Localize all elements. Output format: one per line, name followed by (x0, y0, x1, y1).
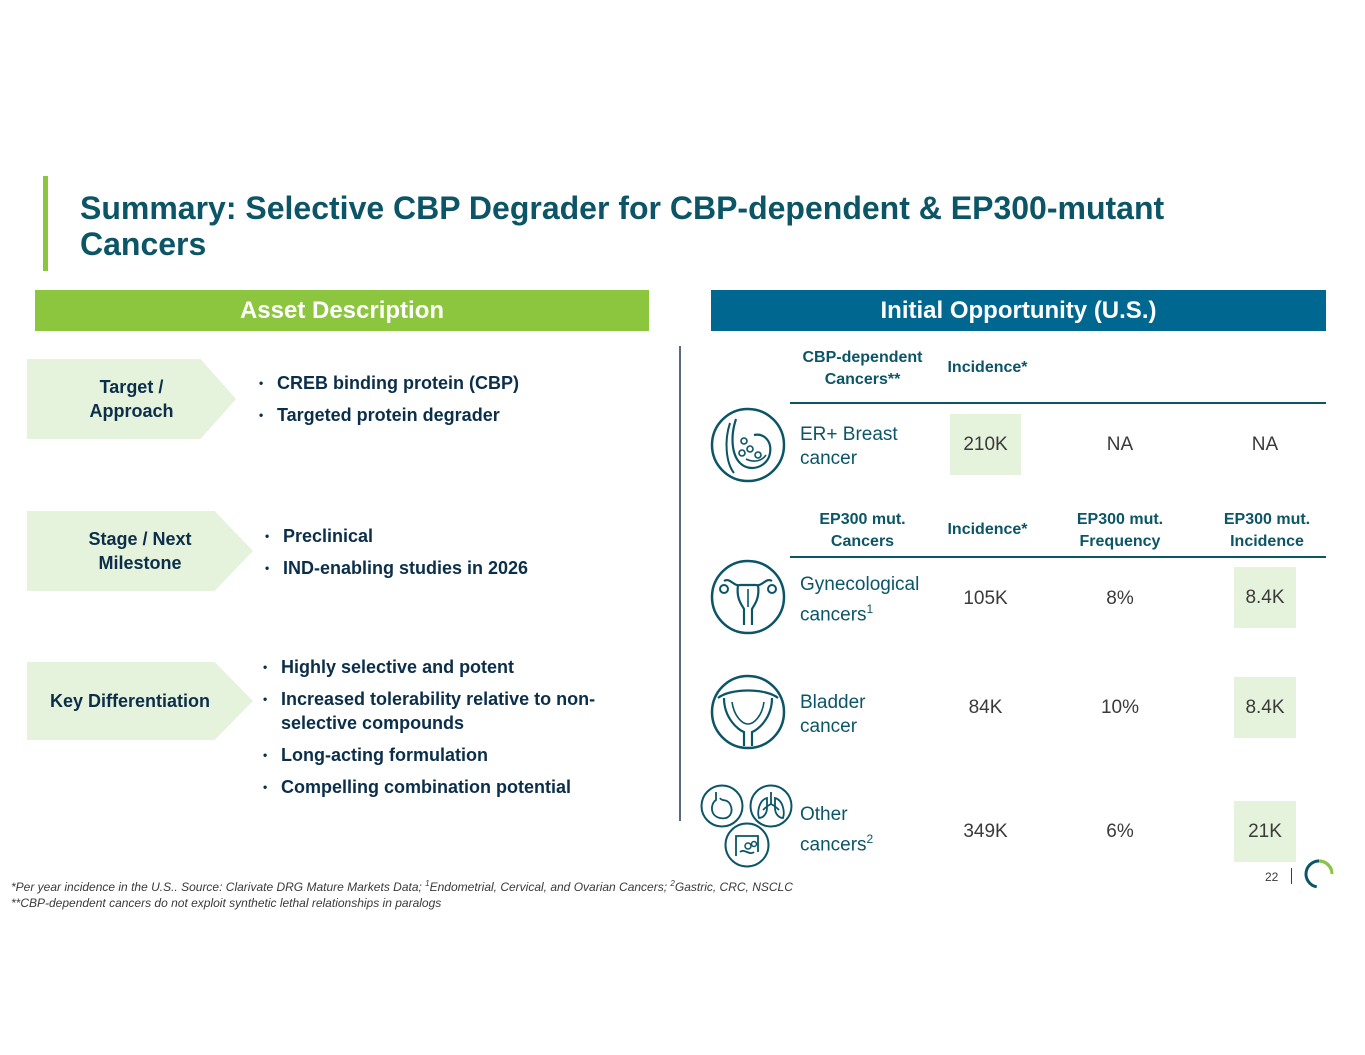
footnote-marker: 1 (866, 602, 874, 616)
other-cancers-label: Other cancers2 (800, 803, 935, 857)
footnotes: *Per year incidence in the U.S.. Source:… (11, 876, 793, 911)
vertical-divider (679, 346, 681, 821)
label-line: Milestone (98, 553, 182, 573)
footnote-marker: 2 (866, 832, 874, 846)
bullet-item: Long-acting formulation (261, 743, 641, 767)
bullet-item: Preclinical (263, 524, 643, 548)
header-line: Cancers (830, 533, 895, 550)
breast-icon (710, 407, 786, 483)
bullet-item: Targeted protein degrader (257, 403, 637, 427)
bullet-item: Highly selective and potent (261, 655, 641, 679)
stage-milestone-label: Stage / Next Milestone (27, 511, 253, 591)
stomach-icon (700, 784, 744, 828)
lungs-icon (749, 784, 793, 828)
footnote-text: Endometrial, Cervical, and Ovarian Cance… (429, 880, 671, 894)
label-line: cancer (800, 716, 858, 737)
footnote-text: Gastric, CRC, NSCLC (674, 880, 793, 894)
other-mut-incidence: 21K (1234, 801, 1296, 862)
footnote-line-1: *Per year incidence in the U.S.. Source:… (11, 876, 793, 895)
label-line: Stage / Next (88, 529, 192, 549)
label-line: cancers (800, 604, 867, 626)
bullet-item: CREB binding protein (CBP) (257, 371, 637, 395)
label-line: Gynecological (800, 574, 920, 595)
ep300-frequency-header: EP300 mut. Frequency (1060, 509, 1180, 553)
er-breast-incidence: 210K (950, 414, 1021, 475)
gynecological-incidence: 105K (963, 587, 1008, 609)
bullet-item: IND-enabling studies in 2026 (263, 556, 643, 580)
header-line: Frequency (1079, 533, 1161, 550)
bladder-icon (710, 674, 786, 750)
er-breast-mut-incidence: NA (1251, 433, 1279, 455)
er-breast-label: ER+ Breast cancer (800, 423, 935, 471)
target-approach-bullets: CREB binding protein (CBP) Targeted prot… (257, 371, 637, 435)
colon-icon (724, 822, 770, 868)
footnote-text: *Per year incidence in the U.S.. Source:… (11, 880, 426, 894)
key-differentiation-bullets: Highly selective and potent Increased to… (261, 655, 641, 807)
label-line: Other (800, 804, 848, 825)
stage-milestone-bullets: Preclinical IND-enabling studies in 2026 (263, 524, 643, 588)
label-line: cancers (800, 834, 867, 856)
incidence-header-2: Incidence* (947, 521, 1028, 538)
key-differentiation-label: Key Differentiation (27, 662, 253, 740)
table2-rule (790, 556, 1326, 558)
target-approach-label: Target / Approach (27, 359, 236, 439)
header-line: Cancers** (824, 371, 901, 388)
cbp-cancers-header: CBP-dependent Cancers** (790, 347, 935, 391)
incidence-header: Incidence* (947, 359, 1028, 376)
label-line: Key Differentiation (49, 691, 211, 711)
label-line: Target / (99, 377, 164, 397)
label-line: cancer (800, 448, 858, 469)
bladder-incidence: 84K (968, 696, 1003, 718)
page-number: 22 (1265, 870, 1279, 884)
er-breast-frequency: NA (1106, 433, 1134, 455)
uterus-icon (710, 559, 786, 635)
initial-opportunity-header: Initial Opportunity (U.S.) (711, 290, 1326, 331)
ep300-cancers-header: EP300 mut. Cancers (790, 509, 935, 553)
page-title: Summary: Selective CBP Degrader for CBP-… (80, 190, 1165, 262)
header-line: EP300 mut. (819, 511, 906, 528)
bladder-mut-incidence: 8.4K (1234, 677, 1296, 738)
gynecological-mut-incidence: 8.4K (1234, 567, 1296, 628)
other-frequency: 6% (1106, 820, 1134, 842)
other-incidence: 349K (963, 820, 1008, 842)
table1-rule (790, 402, 1326, 404)
bullet-item: Compelling combination potential (261, 775, 641, 799)
gynecological-label: Gynecological cancers1 (800, 573, 935, 627)
title-accent-bar (43, 176, 48, 271)
bullet-item: Increased tolerability relative to non-s… (261, 687, 641, 735)
ep300-incidence-header: EP300 mut. Incidence (1207, 509, 1327, 553)
logo-ring-icon (1303, 858, 1335, 895)
asset-description-header: Asset Description (35, 290, 649, 331)
footnote-marker: 1 (425, 879, 430, 888)
header-line: EP300 mut. (1076, 511, 1164, 528)
footnote-line-2: **CBP-dependent cancers do not exploit s… (11, 896, 442, 910)
gynecological-frequency: 8% (1106, 587, 1134, 609)
header-line: EP300 mut. (1223, 511, 1311, 528)
header-line: CBP-dependent (802, 349, 923, 366)
header-line: Incidence (1230, 533, 1304, 550)
label-line: ER+ Breast (800, 424, 898, 445)
bladder-label: Bladder cancer (800, 691, 935, 739)
page-separator (1291, 868, 1292, 884)
footnote-marker: 2 (670, 879, 675, 888)
bladder-frequency: 10% (1100, 696, 1140, 718)
label-line: Approach (89, 401, 174, 421)
label-line: Bladder (800, 692, 866, 713)
